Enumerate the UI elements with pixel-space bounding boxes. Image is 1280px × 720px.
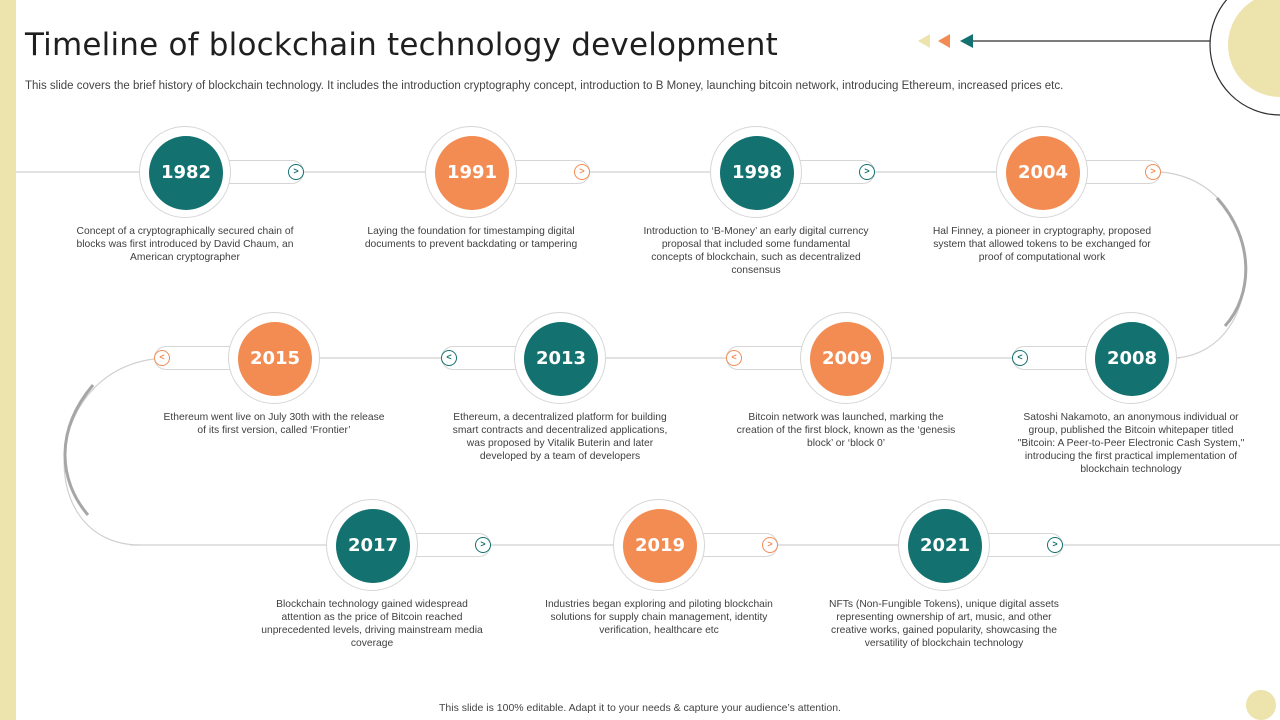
milestone-description: Introduction to ‘B-Money’ an early digit… — [643, 226, 869, 276]
milestone-year: 1982 — [149, 136, 223, 210]
milestone-year: 2017 — [336, 509, 410, 583]
milestone-year: 1998 — [720, 136, 794, 210]
milestone-description: Ethereum went live on July 30th with the… — [163, 412, 385, 436]
page-subtitle: This slide covers the brief history of b… — [25, 80, 1064, 92]
milestone-2009: 2009 — [800, 312, 892, 404]
milestone-description: Bitcoin network was launched, marking th… — [736, 412, 956, 449]
milestone-1991: 1991 — [425, 126, 517, 218]
milestone-description: Blockchain technology gained widespread … — [261, 599, 483, 649]
milestone-1982: 1982 — [139, 126, 231, 218]
milestone-2008: 2008 — [1085, 312, 1177, 404]
milestone-2019: 2019 — [613, 499, 705, 591]
chevron-right-icon: > — [1047, 537, 1063, 553]
milestone-2015: 2015 — [228, 312, 320, 404]
footer-note: This slide is 100% editable. Adapt it to… — [439, 702, 841, 714]
chevron-left-icon: < — [1012, 350, 1028, 366]
milestone-2021: 2021 — [898, 499, 990, 591]
milestone-year: 2013 — [524, 322, 598, 396]
milestone-year: 2019 — [623, 509, 697, 583]
left-accent-bar — [0, 0, 16, 720]
chevron-left-icon: < — [154, 350, 170, 366]
milestone-year: 2004 — [1006, 136, 1080, 210]
milestone-year: 1991 — [435, 136, 509, 210]
milestone-description: NFTs (Non-Fungible Tokens), unique digit… — [829, 599, 1059, 649]
milestone-description: Ethereum, a decentralized platform for b… — [452, 412, 668, 462]
milestone-year: 2021 — [908, 509, 982, 583]
milestone-description: Laying the foundation for timestamping d… — [364, 226, 578, 250]
milestone-description: Hal Finney, a pioneer in cryptography, p… — [932, 226, 1152, 263]
milestone-description: Industries began exploring and piloting … — [545, 599, 773, 636]
milestone-1998: 1998 — [710, 126, 802, 218]
chevron-right-icon: > — [475, 537, 491, 553]
milestone-year: 2015 — [238, 322, 312, 396]
milestone-description: Concept of a cryptographically secured c… — [76, 226, 294, 263]
chevron-left-icon: < — [726, 350, 742, 366]
milestone-year: 2008 — [1095, 322, 1169, 396]
chevron-right-icon: > — [288, 164, 304, 180]
chevron-right-icon: > — [1145, 164, 1161, 180]
milestone-description: Satoshi Nakamoto, an anonymous individua… — [1017, 412, 1245, 475]
chevron-right-icon: > — [859, 164, 875, 180]
chevron-right-icon: > — [762, 537, 778, 553]
milestone-2004: 2004 — [996, 126, 1088, 218]
milestone-year: 2009 — [810, 322, 884, 396]
chevron-left-icon: < — [441, 350, 457, 366]
milestone-2017: 2017 — [326, 499, 418, 591]
chevron-right-icon: > — [574, 164, 590, 180]
milestone-2013: 2013 — [514, 312, 606, 404]
page-title: Timeline of blockchain technology develo… — [25, 27, 778, 63]
